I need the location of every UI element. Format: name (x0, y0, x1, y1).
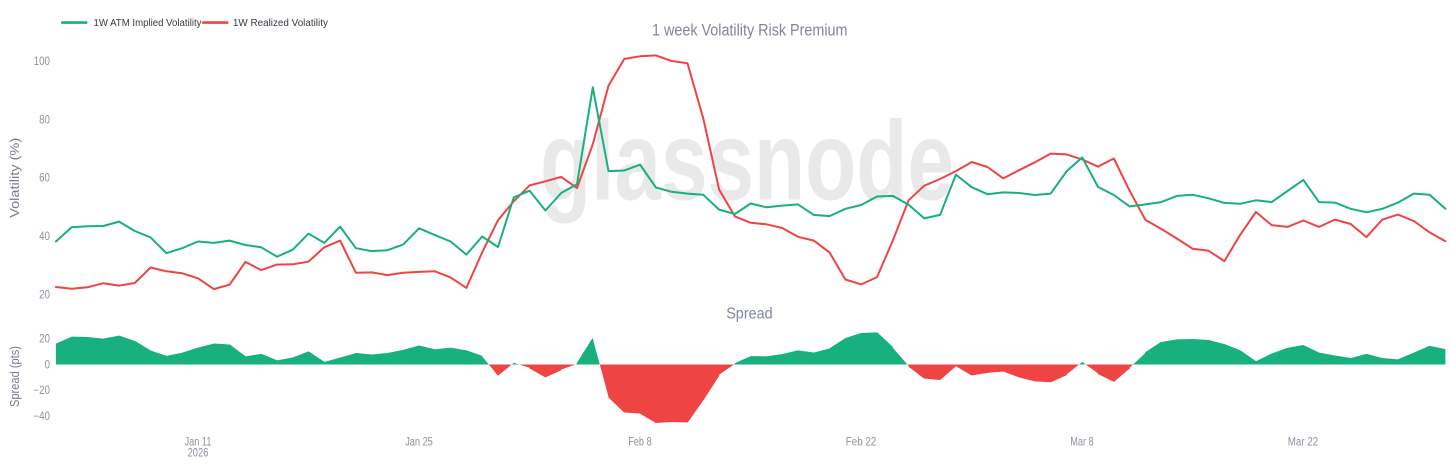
svg-text:20: 20 (39, 290, 50, 302)
svg-text:1 week Volatility Risk Premium: 1 week Volatility Risk Premium (652, 21, 848, 40)
svg-text:Mar 8: Mar 8 (1070, 436, 1094, 448)
svg-text:Spread: Spread (726, 306, 773, 323)
svg-text:Spread (pts): Spread (pts) (7, 346, 22, 407)
svg-text:100: 100 (34, 56, 50, 68)
svg-text:Volatility (%): Volatility (%) (7, 138, 22, 218)
svg-text:2026: 2026 (188, 448, 209, 460)
svg-text:20: 20 (39, 334, 50, 346)
svg-text:0: 0 (45, 359, 50, 371)
svg-text:Feb 22: Feb 22 (846, 436, 876, 448)
svg-text:1W ATM Implied Volatility: 1W ATM Implied Volatility (94, 18, 202, 29)
svg-text:Feb 8: Feb 8 (628, 436, 652, 448)
svg-text:−20: −20 (33, 385, 50, 397)
svg-text:40: 40 (39, 231, 50, 243)
svg-text:60: 60 (39, 173, 50, 185)
svg-text:1W Realized Volatility: 1W Realized Volatility (233, 18, 328, 29)
svg-text:−40: −40 (33, 411, 50, 423)
svg-text:Mar 22: Mar 22 (1288, 436, 1318, 448)
svg-text:80: 80 (39, 114, 50, 126)
svg-text:Jan 11: Jan 11 (185, 436, 212, 448)
svg-text:glassnode: glassnode (540, 99, 954, 224)
svg-text:Jan 25: Jan 25 (405, 436, 433, 448)
